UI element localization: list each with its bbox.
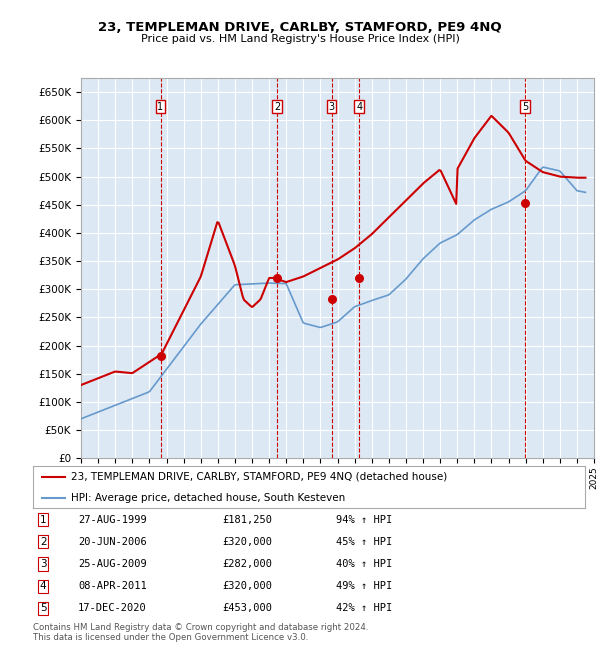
Text: 1: 1 [40, 515, 47, 525]
Text: 4: 4 [40, 581, 47, 591]
Text: Price paid vs. HM Land Registry's House Price Index (HPI): Price paid vs. HM Land Registry's House … [140, 34, 460, 44]
Text: £181,250: £181,250 [222, 515, 272, 525]
Text: 4: 4 [356, 101, 362, 112]
Text: 2: 2 [40, 537, 47, 547]
Text: 5: 5 [522, 101, 528, 112]
Text: 17-DEC-2020: 17-DEC-2020 [78, 603, 147, 613]
Text: 27-AUG-1999: 27-AUG-1999 [78, 515, 147, 525]
Text: 42% ↑ HPI: 42% ↑ HPI [336, 603, 392, 613]
Text: £282,000: £282,000 [222, 559, 272, 569]
Text: 20-JUN-2006: 20-JUN-2006 [78, 537, 147, 547]
Text: 25-AUG-2009: 25-AUG-2009 [78, 559, 147, 569]
Text: 23, TEMPLEMAN DRIVE, CARLBY, STAMFORD, PE9 4NQ: 23, TEMPLEMAN DRIVE, CARLBY, STAMFORD, P… [98, 21, 502, 34]
Text: 1: 1 [157, 101, 164, 112]
Text: 08-APR-2011: 08-APR-2011 [78, 581, 147, 591]
Text: 5: 5 [40, 603, 47, 613]
Text: 94% ↑ HPI: 94% ↑ HPI [336, 515, 392, 525]
Text: 40% ↑ HPI: 40% ↑ HPI [336, 559, 392, 569]
Text: 23, TEMPLEMAN DRIVE, CARLBY, STAMFORD, PE9 4NQ (detached house): 23, TEMPLEMAN DRIVE, CARLBY, STAMFORD, P… [71, 472, 447, 482]
Text: Contains HM Land Registry data © Crown copyright and database right 2024.
This d: Contains HM Land Registry data © Crown c… [33, 623, 368, 642]
Text: 3: 3 [40, 559, 47, 569]
Text: 2: 2 [274, 101, 280, 112]
Text: 49% ↑ HPI: 49% ↑ HPI [336, 581, 392, 591]
Text: £453,000: £453,000 [222, 603, 272, 613]
Text: 45% ↑ HPI: 45% ↑ HPI [336, 537, 392, 547]
Text: HPI: Average price, detached house, South Kesteven: HPI: Average price, detached house, Sout… [71, 493, 345, 502]
Text: 3: 3 [328, 101, 335, 112]
Text: £320,000: £320,000 [222, 581, 272, 591]
Text: £320,000: £320,000 [222, 537, 272, 547]
